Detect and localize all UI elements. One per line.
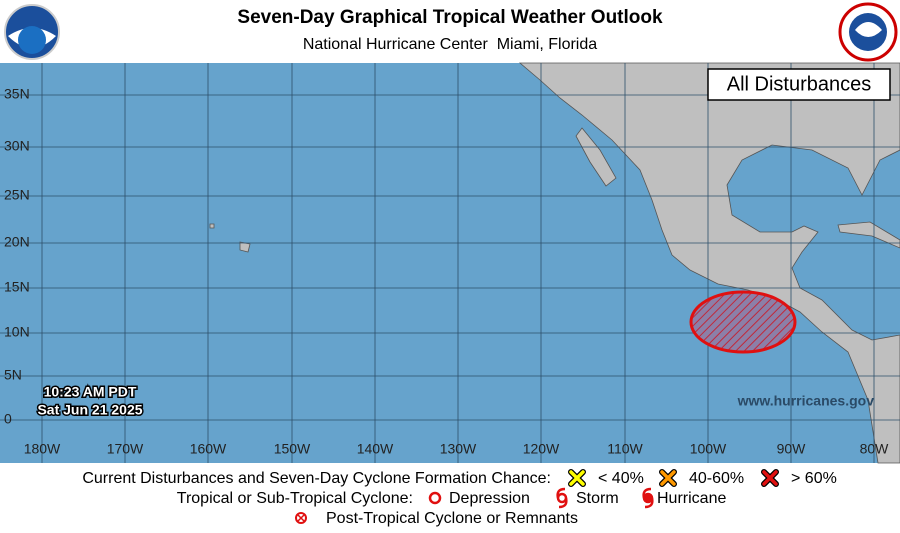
lon-label: 130W — [440, 441, 477, 457]
lat-label: 35N — [4, 86, 30, 102]
cyclone-title: Tropical or Sub-Tropical Cyclone: — [177, 490, 413, 507]
lon-label: 180W — [24, 441, 61, 457]
chance-icon — [569, 470, 585, 486]
noaa-logo — [4, 4, 60, 60]
website[interactable]: www.hurricanes.gov — [737, 393, 875, 409]
legend: Current Disturbances and Seven-Day Cyclo… — [82, 469, 837, 527]
panel-label-box — [707, 68, 891, 101]
lon-label: 150W — [274, 441, 311, 457]
chance-icon — [762, 470, 778, 486]
lon-label: 170W — [107, 441, 144, 457]
lat-label: 15N — [4, 279, 30, 295]
hawaii — [209, 223, 215, 229]
timestamp-time: 10:23 AM PDT — [44, 384, 137, 400]
lat-label: 5N — [4, 367, 22, 383]
lon-label: 90W — [777, 441, 807, 457]
lon-label: 140W — [357, 441, 394, 457]
cyclone-icon — [556, 492, 568, 504]
cyclone-icon — [642, 492, 654, 504]
chance-icon — [660, 470, 676, 486]
lon-label: 160W — [190, 441, 227, 457]
chance-label: 40-60% — [689, 470, 744, 487]
disturbance-area[interactable] — [689, 290, 797, 354]
nws-logo — [838, 2, 898, 62]
panel-label: All Disturbances — [727, 73, 872, 95]
lon-label: 120W — [523, 441, 560, 457]
cyclone-label: Depression — [449, 490, 530, 507]
lat-label: 20N — [4, 234, 30, 250]
lon-label: 80W — [860, 441, 890, 457]
timestamp-date: Sat Jun 21 2025 — [37, 402, 142, 418]
lat-label: 30N — [4, 138, 30, 154]
subtitle: National Hurricane Center Miami, Florida — [303, 36, 597, 53]
cuba — [837, 221, 900, 249]
lon-label: 100W — [690, 441, 727, 457]
lat-label: 0 — [4, 411, 12, 427]
post-tropical-label: Post-Tropical Cyclone or Remnants — [326, 510, 578, 527]
hawaii-big-island — [239, 241, 251, 253]
baja-peninsula — [575, 127, 617, 187]
header-bg — [0, 0, 900, 63]
map: 35N 30N 25N 20N 15N 10N 5N 0 180W 170W 160W 150W 140… — [0, 62, 900, 464]
post-tropical-icon — [295, 512, 307, 524]
title: Seven-Day Graphical Tropical Weather Out… — [237, 7, 663, 28]
lon-label: 110W — [607, 441, 643, 457]
cyclone-icon-arm — [556, 487, 568, 509]
chance-label: > 60% — [791, 470, 837, 487]
depression-icon — [428, 491, 442, 505]
cyclone-label: Hurricane — [657, 490, 726, 507]
formation-title: Current Disturbances and Seven-Day Cyclo… — [82, 470, 551, 487]
lat-label: 10N — [4, 324, 30, 340]
cyclone-icon-arm — [642, 487, 654, 509]
cyclone-label: Storm — [576, 490, 619, 507]
post-tropical-icon-x — [297, 514, 305, 522]
chance-label: < 40% — [598, 470, 644, 487]
lat-label: 25N — [4, 187, 30, 203]
